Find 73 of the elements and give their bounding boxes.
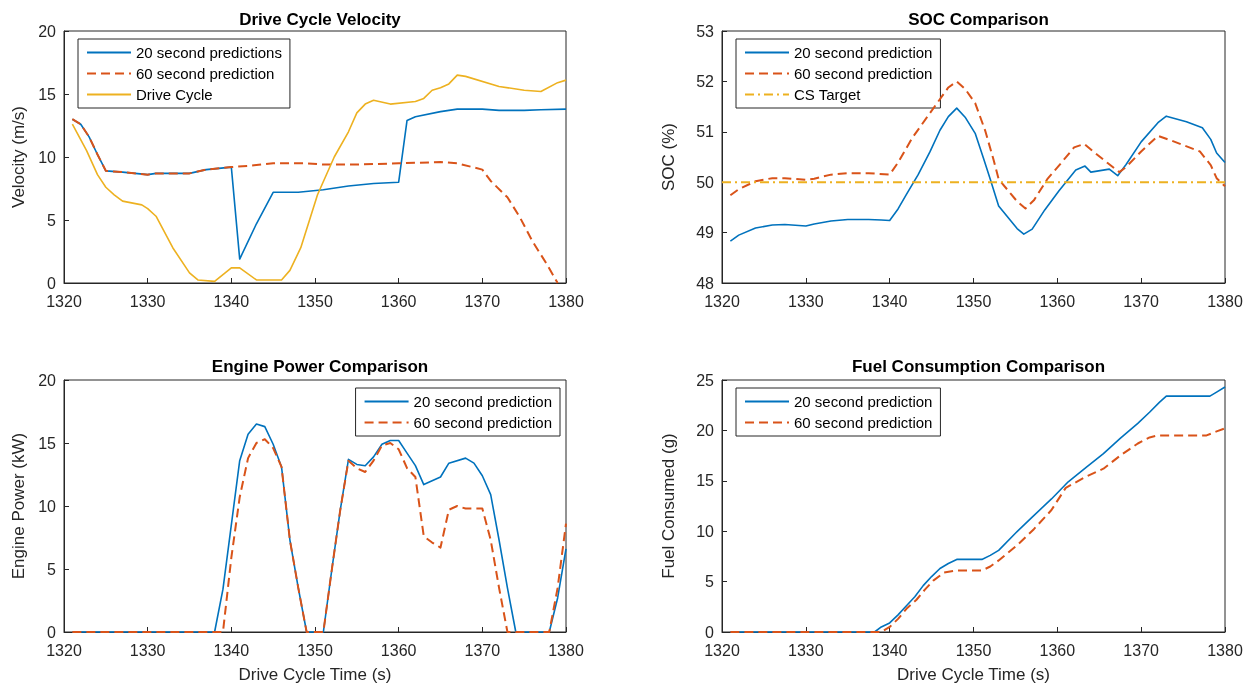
x-tick-label: 1380	[548, 292, 584, 310]
line-series	[729, 107, 1226, 242]
x-tick-label: 1360	[1039, 292, 1076, 310]
y-tick-label: 25	[696, 371, 715, 389]
y-tick-label: 20	[696, 421, 715, 439]
y-axis-title: Engine Power (kW)	[9, 432, 29, 580]
x-tick-label: 1380	[548, 641, 584, 659]
line-series	[729, 80, 1226, 210]
y-tick-label: 5	[47, 560, 57, 578]
y-tick-label: 0	[705, 623, 715, 641]
legend-label: 20 second prediction	[794, 44, 933, 61]
y-tick-label: 15	[38, 85, 57, 103]
y-tick-label: 10	[38, 497, 57, 515]
y-tick-label: 10	[38, 148, 57, 166]
x-tick-label: 1350	[955, 641, 992, 659]
y-tick-label: 52	[696, 72, 715, 90]
x-tick-label: 1330	[788, 641, 824, 659]
x-tick-label: 1360	[1039, 641, 1076, 659]
y-tick-label: 0	[47, 274, 57, 292]
x-tick-label: 1380	[1207, 292, 1243, 310]
x-tick-label: 1350	[297, 292, 333, 310]
x-axis-title: Drive Cycle Time (s)	[238, 665, 392, 684]
x-tick-label: 1320	[46, 292, 82, 310]
legend-label: 60 second prediction	[794, 65, 933, 82]
x-tick-label: 1320	[704, 641, 740, 659]
x-tick-label: 1340	[213, 641, 250, 659]
chart-title: Drive Cycle Velocity	[239, 10, 402, 29]
y-axis-title: SOC (%)	[659, 123, 678, 191]
x-tick-label: 1370	[1123, 641, 1160, 659]
chart-title: Fuel Consumption Comparison	[851, 357, 1106, 376]
x-tick-label: 1340	[213, 292, 250, 310]
x-tick-label: 1330	[129, 641, 166, 659]
x-tick-label: 1350	[955, 292, 992, 310]
y-tick-label: 15	[696, 472, 715, 490]
x-tick-label: 1340	[871, 292, 908, 310]
x-tick-label: 1350	[297, 641, 333, 659]
x-tick-label: 1380	[1207, 641, 1243, 659]
y-tick-label: 48	[696, 274, 715, 292]
line-series	[71, 118, 559, 284]
y-tick-label: 53	[696, 22, 715, 40]
y-tick-label: 10	[696, 522, 715, 540]
y-tick-label: 20	[38, 22, 57, 40]
y-tick-label: 15	[38, 434, 57, 452]
y-tick-label: 0	[47, 623, 57, 641]
chart-title: Engine Power Comparison	[211, 357, 429, 376]
legend-label: CS Target	[794, 86, 862, 103]
y-tick-label: 5	[705, 573, 715, 591]
legend-label: 60 second prediction	[794, 414, 933, 431]
legend-label: 20 second predictions	[136, 44, 282, 61]
chart-title: SOC Comparison	[908, 10, 1049, 29]
x-tick-label: 1370	[464, 292, 501, 310]
x-tick-label: 1370	[464, 641, 501, 659]
x-tick-label: 1320	[704, 292, 740, 310]
y-tick-label: 51	[696, 123, 715, 141]
y-tick-label: 49	[696, 224, 715, 242]
y-axis-title: Velocity (m/s)	[9, 105, 29, 209]
x-tick-label: 1320	[46, 641, 82, 659]
x-tick-label: 1370	[1123, 292, 1160, 310]
legend-label: Drive Cycle	[136, 86, 213, 103]
x-tick-label: 1330	[129, 292, 166, 310]
legend-label: 60 second prediction	[136, 65, 275, 82]
legend-label: 20 second prediction	[413, 393, 553, 410]
x-axis-title: Drive Cycle Time (s)	[896, 665, 1051, 684]
x-tick-label: 1340	[871, 641, 908, 659]
y-tick-label: 5	[47, 211, 57, 229]
x-tick-label: 1360	[380, 292, 417, 310]
legend-label: 20 second prediction	[794, 393, 933, 410]
legend-label: 60 second prediction	[413, 414, 553, 431]
y-axis-title: Fuel Consumed (g)	[659, 433, 678, 579]
x-tick-label: 1330	[788, 292, 824, 310]
y-tick-label: 50	[696, 173, 715, 191]
y-tick-label: 20	[38, 371, 57, 389]
x-tick-label: 1360	[380, 641, 417, 659]
